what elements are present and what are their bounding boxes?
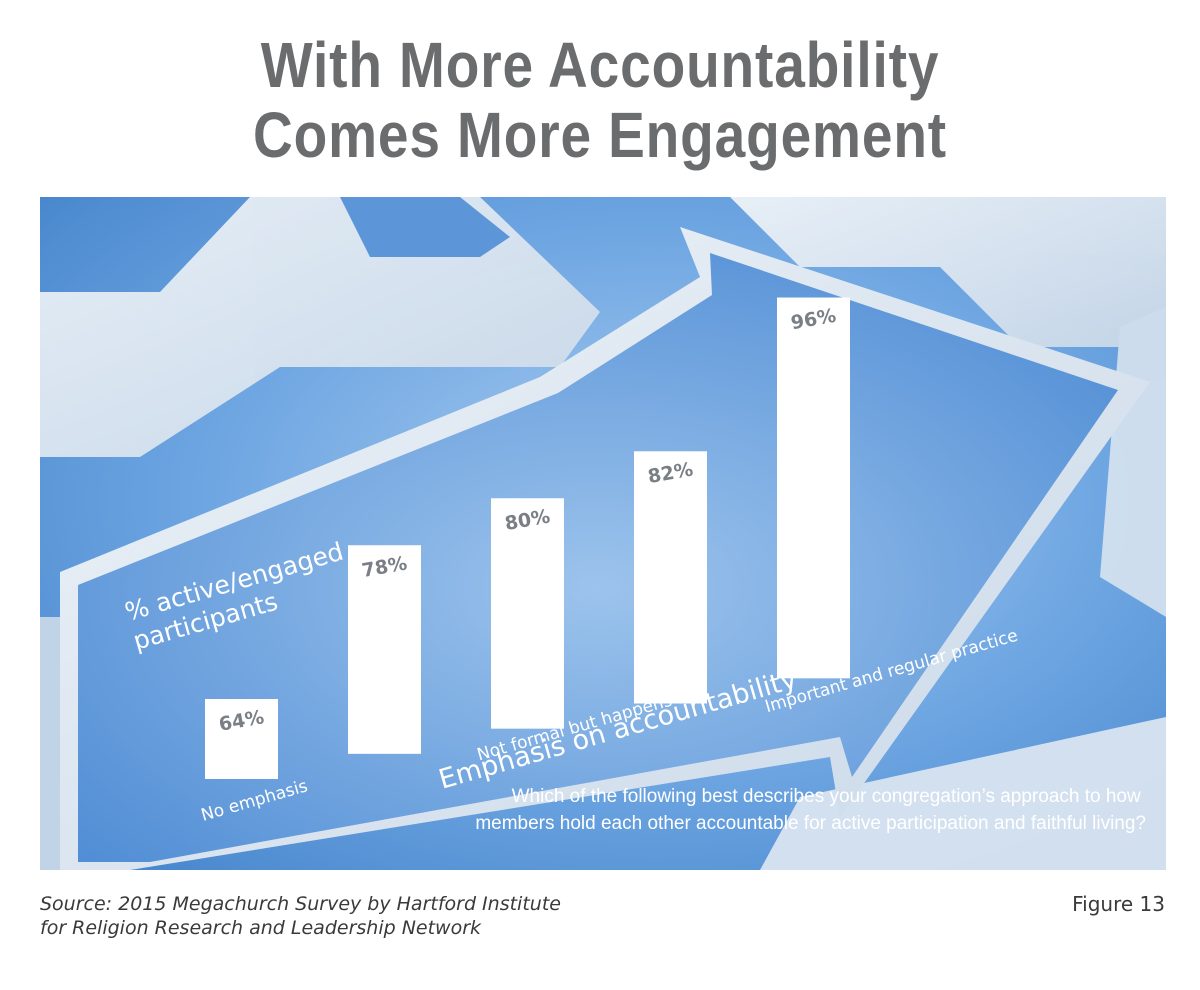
bg-arrow-top-left [40,197,600,457]
source-line-1: Source: 2015 Megachurch Survey by Hartfo… [40,893,561,915]
title-line-2: Comes More Engagement [253,99,947,171]
source-line-2: for Religion Research and Leadership Net… [40,917,482,939]
bar-1 [205,699,278,779]
bar-2 [348,545,421,754]
title-line-1: With More Accountability [260,29,940,101]
bg-arrow-top-center [340,197,510,257]
question-text: Which of the following best describes yo… [475,786,1146,834]
question-line-1: Which of the following best describes yo… [512,786,1141,807]
bg-arrow-bottom-right [760,717,1166,870]
question-line-2: members hold each other accountable for … [475,813,1146,834]
bg-arrow-top-right [730,197,1166,347]
chart-panel: 64% No emphasis 78% 80% Not formal but happe… [40,197,1166,870]
figure-label: Figure 13 [1072,892,1165,916]
chart-title: With More Accountability Comes More Enga… [0,30,1200,170]
bar-4 [634,451,707,704]
main-arrow-inner [78,253,1118,862]
bar-5 [777,297,850,679]
source-note: Source: 2015 Megachurch Survey by Hartfo… [40,892,561,940]
bar-3 [491,498,564,729]
